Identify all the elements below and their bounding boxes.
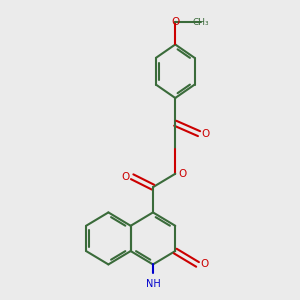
- Text: O: O: [200, 260, 208, 269]
- Text: O: O: [122, 172, 130, 182]
- Text: O: O: [202, 129, 210, 139]
- Text: O: O: [178, 169, 187, 179]
- Text: NH: NH: [146, 279, 160, 289]
- Text: O: O: [171, 17, 179, 27]
- Text: CH₃: CH₃: [192, 18, 209, 27]
